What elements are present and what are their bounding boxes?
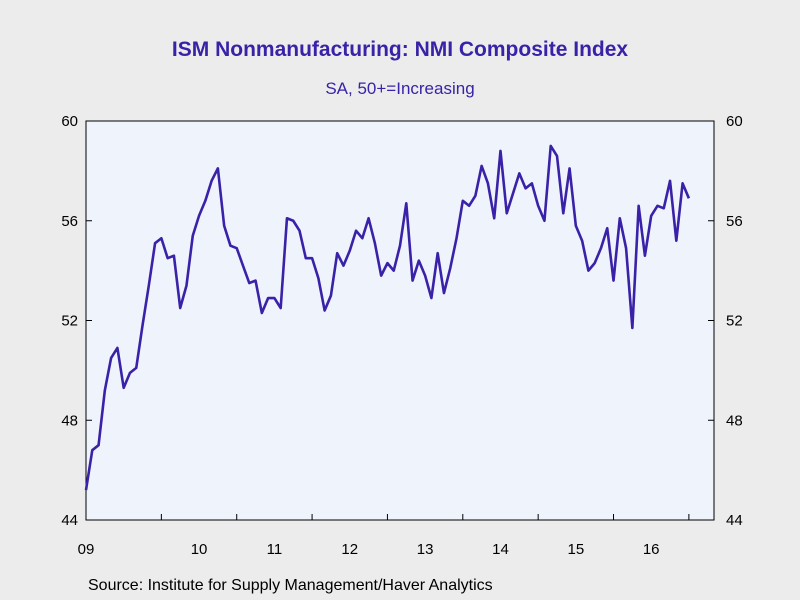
y-tick-label-left: 48 xyxy=(61,412,78,429)
right-axis-ticks xyxy=(708,120,714,521)
x-tick-label: 09 xyxy=(78,541,95,558)
y-tick-label-left: 52 xyxy=(61,313,78,330)
y-tick-label-right: 48 xyxy=(726,412,743,429)
x-tick-label: 10 xyxy=(191,541,208,558)
left-axis-ticks xyxy=(86,120,92,521)
x-axis-ticks xyxy=(160,514,690,520)
left-axis-labels: 44 48 52 56 60 xyxy=(61,113,78,529)
x-tick-label: 12 xyxy=(341,541,358,558)
y-tick-label-right: 44 xyxy=(726,512,743,529)
chart-subtitle: SA, 50+=Increasing xyxy=(325,79,475,98)
chart-title: ISM Nonmanufacturing: NMI Composite Inde… xyxy=(171,38,629,61)
y-tick-label-right: 52 xyxy=(726,313,743,330)
y-tick-label-left: 56 xyxy=(61,213,78,230)
series-line xyxy=(84,144,691,491)
right-axis-labels: 44 48 52 56 60 xyxy=(726,113,743,529)
y-tick-label-left: 44 xyxy=(61,512,78,529)
x-tick-label: 14 xyxy=(492,541,509,558)
x-tick-label: 15 xyxy=(567,541,584,558)
y-tick-label-left: 60 xyxy=(61,113,78,130)
x-tick-label: 13 xyxy=(417,541,434,558)
x-axis-labels: 09 10 11 12 13 14 15 16 xyxy=(78,541,660,558)
y-tick-label-right: 60 xyxy=(726,113,743,130)
plot-area xyxy=(85,120,715,521)
source-note: Source: Institute for Supply Management/… xyxy=(88,577,493,594)
y-tick-label-right: 56 xyxy=(726,213,743,230)
x-tick-label: 16 xyxy=(643,541,660,558)
x-tick-label: 11 xyxy=(267,541,283,558)
